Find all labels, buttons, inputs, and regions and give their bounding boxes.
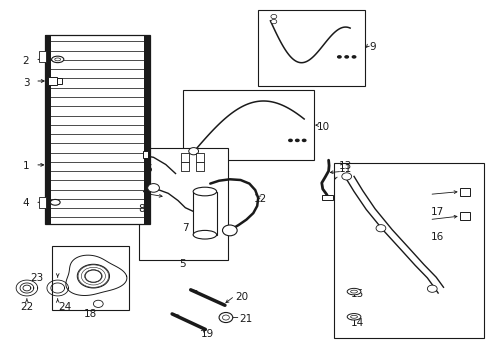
Bar	[139, 148, 227, 260]
Text: 20: 20	[235, 292, 248, 302]
Text: 6: 6	[144, 164, 151, 174]
Bar	[181, 162, 189, 171]
Bar	[39, 197, 46, 208]
Text: 7: 7	[182, 222, 189, 233]
Text: 22: 22	[20, 302, 34, 312]
Circle shape	[270, 14, 276, 19]
Circle shape	[93, 300, 103, 307]
Text: 10: 10	[316, 122, 329, 132]
Circle shape	[341, 173, 351, 180]
Text: 13: 13	[338, 161, 351, 171]
Bar	[48, 77, 57, 85]
Text: 4: 4	[22, 198, 29, 208]
Bar	[144, 35, 150, 224]
Text: 14: 14	[350, 318, 364, 328]
Bar	[459, 212, 469, 220]
Ellipse shape	[193, 187, 216, 196]
Bar	[196, 153, 203, 162]
Circle shape	[301, 139, 306, 142]
Text: 1: 1	[22, 161, 29, 171]
Text: 9: 9	[368, 42, 375, 52]
Circle shape	[375, 225, 385, 232]
Text: 15: 15	[350, 289, 364, 300]
Text: 21: 21	[239, 314, 252, 324]
Circle shape	[427, 285, 436, 292]
Ellipse shape	[50, 199, 60, 205]
Bar	[334, 163, 483, 338]
Circle shape	[294, 139, 299, 142]
Circle shape	[287, 139, 292, 142]
Bar	[39, 51, 46, 62]
Bar	[45, 35, 150, 224]
Bar	[45, 35, 51, 224]
Text: 3: 3	[22, 78, 29, 88]
Bar	[57, 78, 61, 84]
Text: 24: 24	[58, 302, 71, 312]
Circle shape	[188, 148, 198, 155]
Text: 12: 12	[254, 194, 267, 204]
Text: 18: 18	[83, 309, 97, 319]
Text: 16: 16	[429, 232, 443, 242]
Text: 11: 11	[338, 164, 351, 174]
Ellipse shape	[346, 288, 360, 295]
Bar	[142, 151, 147, 158]
Bar	[181, 153, 189, 162]
Ellipse shape	[55, 58, 61, 61]
Text: 5: 5	[179, 258, 186, 269]
Ellipse shape	[193, 230, 216, 239]
Bar	[196, 162, 203, 171]
Ellipse shape	[52, 56, 63, 63]
Text: 19: 19	[200, 329, 213, 339]
Text: 8: 8	[138, 204, 144, 214]
Text: 17: 17	[429, 207, 443, 217]
Circle shape	[222, 315, 229, 320]
Circle shape	[222, 225, 237, 236]
Ellipse shape	[350, 290, 357, 293]
Circle shape	[147, 184, 159, 192]
Circle shape	[77, 264, 109, 288]
Bar	[258, 10, 364, 86]
Bar	[183, 90, 313, 160]
Ellipse shape	[350, 315, 357, 318]
Circle shape	[336, 55, 341, 59]
Bar	[459, 188, 469, 196]
Bar	[52, 246, 129, 310]
Circle shape	[344, 55, 348, 59]
Circle shape	[351, 55, 356, 59]
Ellipse shape	[346, 314, 360, 320]
Bar	[193, 192, 216, 235]
Circle shape	[219, 312, 232, 323]
Text: 2: 2	[22, 56, 29, 66]
Text: 23: 23	[30, 273, 44, 283]
Bar	[321, 195, 332, 200]
Circle shape	[270, 19, 276, 24]
Circle shape	[85, 270, 102, 282]
